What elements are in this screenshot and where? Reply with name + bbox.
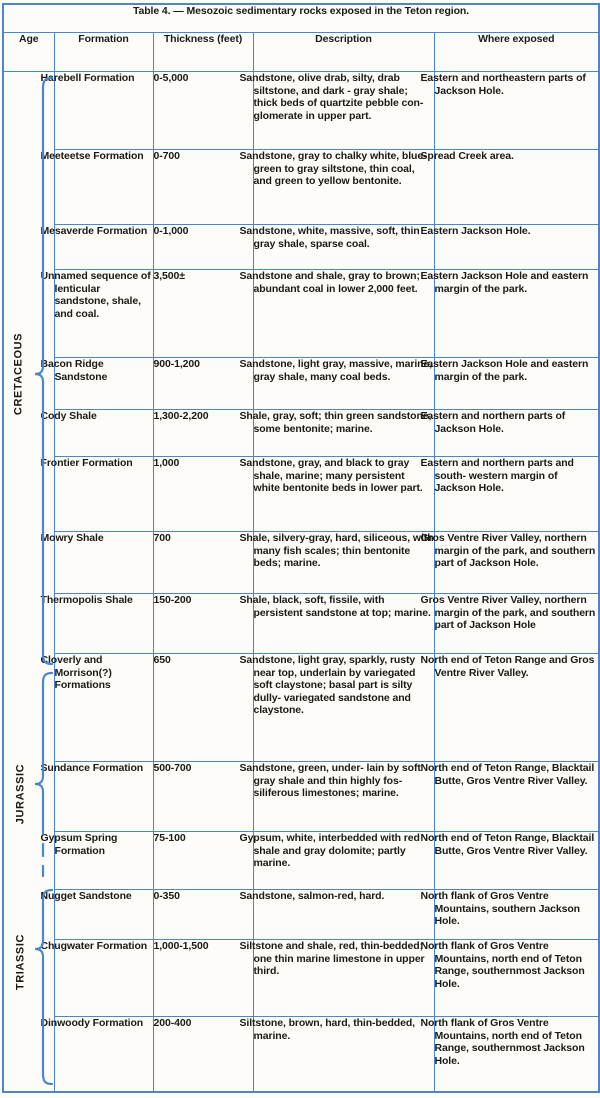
- description-cell: Sandstone and shale, gray to brown; abun…: [240, 269, 435, 358]
- thickness-cell: 1,000-1,500: [152, 939, 254, 1017]
- formation-cell: Cloverly and Morrison(?) Formations: [41, 653, 154, 762]
- where-exposed-cell: Spread Creek area.: [421, 149, 600, 225]
- column-header-age: Age: [2, 32, 55, 72]
- thickness-cell: 3,500±: [152, 269, 254, 358]
- formation-cell: Thermopolis Shale: [41, 593, 154, 654]
- header-row: Age Formation Thickness (feet) Descripti…: [2, 32, 600, 72]
- thickness-cell: 1,000: [152, 456, 254, 532]
- table-row: Cloverly and Morrison(?) Formations 650 …: [3, 653, 600, 762]
- description-cell: Sandstone, green, under- lain by soft gr…: [240, 761, 435, 832]
- formation-cell: Mowry Shale: [41, 531, 154, 594]
- table-row: Cody Shale 1,300-2,200 Shale, gray, soft…: [3, 409, 600, 457]
- formation-cell: Unnamed sequence of lenticular sandstone…: [41, 269, 154, 358]
- age-bracket-area: CRETACEOUS JURASSIC TRIASSIC: [4, 72, 54, 1091]
- thickness-cell: 0-350: [152, 889, 254, 940]
- table-row: Nugget Sandstone 0-350 Sandstone, salmon…: [3, 889, 600, 940]
- age-label-jurassic: JURASSIC: [14, 763, 27, 825]
- description-cell: Shale, silvery-gray, hard, siliceous, wi…: [240, 531, 435, 594]
- table-title: Table 4. — Mesozoic sedimentary rocks ex…: [2, 3, 600, 33]
- thickness-cell: 500-700: [152, 761, 254, 832]
- title-row: Table 4. — Mesozoic sedimentary rocks ex…: [2, 3, 600, 33]
- table-row: Sundance Formation 500-700 Sandstone, gr…: [3, 761, 600, 832]
- description-cell: Shale, gray, soft; thin green sandstone,…: [240, 409, 435, 457]
- formation-cell: Cody Shale: [41, 409, 154, 457]
- jurassic-bracket: [34, 671, 54, 836]
- age-brackets-graphic: [34, 76, 54, 1086]
- thickness-cell: 0-5,000: [152, 71, 254, 150]
- column-header-description: Description: [252, 32, 435, 72]
- column-header-thickness: Thickness (feet): [152, 32, 254, 72]
- table-row: Mowry Shale 700 Shale, silvery-gray, har…: [3, 531, 600, 594]
- age-label-triassic: TRIASSIC: [14, 933, 27, 991]
- thickness-cell: 200-400: [152, 1016, 254, 1092]
- thickness-cell: 650: [152, 653, 254, 762]
- where-exposed-cell: Eastern Jackson Hole.: [421, 224, 600, 270]
- where-exposed-cell: Eastern Jackson Hole and eastern margin …: [421, 357, 600, 410]
- description-cell: Sandstone, white, massive, soft, thin gr…: [240, 224, 435, 270]
- where-exposed-cell: North flank of Gros Ventre Mountains, so…: [421, 889, 600, 940]
- description-cell: Sandstone, olive drab, silty, drab silts…: [240, 71, 435, 150]
- table-row: Gypsum Spring Formation 75-100 Gypsum, w…: [3, 831, 600, 890]
- thickness-cell: 75-100: [152, 831, 254, 890]
- thickness-cell: 1,300-2,200: [152, 409, 254, 457]
- where-exposed-cell: North flank of Gros Ventre Mountains, no…: [421, 1016, 600, 1092]
- table-row: Frontier Formation 1,000 Sandstone, gray…: [3, 456, 600, 532]
- where-exposed-cell: North flank of Gros Ventre Mountains, no…: [421, 939, 600, 1017]
- where-exposed-cell: North end of Teton Range, Blacktail Butt…: [421, 831, 600, 890]
- age-label-cretaceous: CRETACEOUS: [12, 332, 25, 416]
- where-exposed-cell: Eastern Jackson Hole and eastern margin …: [421, 269, 600, 358]
- formation-cell: Bacon Ridge Sandstone: [41, 357, 154, 410]
- thickness-cell: 700: [152, 531, 254, 594]
- triassic-bracket: [34, 888, 54, 1086]
- table-row: CRETACEOUS JURASSIC TRIASSIC Harebell Fo…: [2, 71, 600, 1092]
- table-row: Meeteetse Formation 0-700 Sandstone, gra…: [3, 149, 600, 225]
- table-row: Mesaverde Formation 0-1,000 Sandstone, w…: [3, 224, 600, 270]
- description-cell: Shale, black, soft, fissile, with persis…: [240, 593, 435, 654]
- cretaceous-bracket: [34, 76, 54, 666]
- description-cell: Gypsum, white, interbedded with red shal…: [240, 831, 435, 890]
- thickness-cell: 0-1,000: [152, 224, 254, 270]
- where-exposed-cell: Eastern and northeastern parts of Jackso…: [421, 71, 600, 150]
- thickness-cell: 0-700: [152, 149, 254, 225]
- formation-cell: Mesaverde Formation: [41, 224, 154, 270]
- table-row: Bacon Ridge Sandstone 900-1,200 Sandston…: [3, 357, 600, 410]
- description-cell: Sandstone, light gray, massive, marine, …: [240, 357, 435, 410]
- where-exposed-cell: Gros Ventre River Valley, northern margi…: [421, 593, 600, 654]
- formation-cell: Harebell Formation: [41, 71, 154, 150]
- formation-cell: Sundance Formation: [41, 761, 154, 832]
- table-row: Thermopolis Shale 150-200 Shale, black, …: [3, 593, 600, 654]
- mesozoic-rocks-table: Table 4. — Mesozoic sedimentary rocks ex…: [2, 3, 600, 1093]
- where-exposed-cell: Eastern and northern parts of Jackson Ho…: [421, 409, 600, 457]
- formation-cell: Nugget Sandstone: [41, 889, 154, 940]
- thickness-cell: 150-200: [152, 593, 254, 654]
- where-exposed-cell: Gros Ventre River Valley, northern margi…: [421, 531, 600, 594]
- column-header-where-exposed: Where exposed: [433, 32, 600, 72]
- where-exposed-cell: North end of Teton Range, Blacktail Butt…: [421, 761, 600, 832]
- description-cell: Sandstone, gray to chalky white, blue-gr…: [240, 149, 435, 225]
- description-cell: Sandstone, gray, and black to gray shale…: [240, 456, 435, 532]
- description-cell: Sandstone, salmon-red, hard.: [240, 889, 435, 940]
- where-exposed-cell: Eastern and northern parts and south- we…: [421, 456, 600, 532]
- thickness-cell: 900-1,200: [152, 357, 254, 410]
- where-exposed-cell: North end of Teton Range and Gros Ventre…: [421, 653, 600, 762]
- description-cell: Siltstone and shale, red, thin-bedded; o…: [240, 939, 435, 1017]
- description-cell: Sandstone, light gray, sparkly, rusty ne…: [240, 653, 435, 762]
- table-row: Unnamed sequence of lenticular sandstone…: [3, 269, 600, 358]
- table-row: Chugwater Formation 1,000-1,500 Siltston…: [3, 939, 600, 1017]
- table-row: Dinwoody Formation 200-400 Siltstone, br…: [3, 1016, 600, 1092]
- age-column-cell: CRETACEOUS JURASSIC TRIASSIC: [2, 71, 55, 1092]
- column-header-formation: Formation: [53, 32, 154, 72]
- formation-cell: Dinwoody Formation: [41, 1016, 154, 1092]
- formation-cell: Gypsum Spring Formation: [41, 831, 154, 890]
- description-cell: Siltstone, brown, hard, thin-bedded, mar…: [240, 1016, 435, 1092]
- formation-cell: Chugwater Formation: [41, 939, 154, 1017]
- formation-cell: Frontier Formation: [41, 456, 154, 532]
- formation-cell: Meeteetse Formation: [41, 149, 154, 225]
